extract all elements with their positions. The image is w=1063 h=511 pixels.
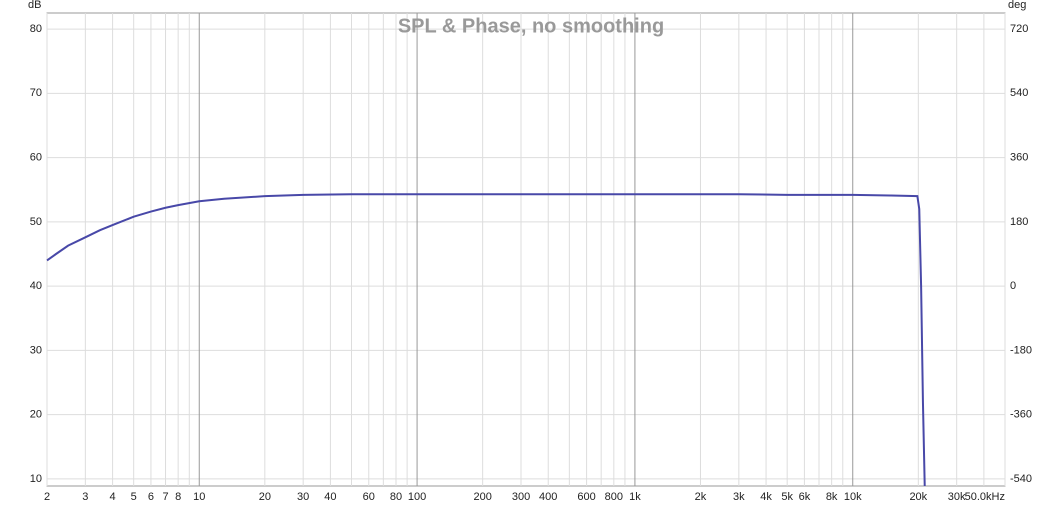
y2-unit: deg	[1008, 0, 1026, 11]
x-tick-label: 8k	[826, 491, 838, 503]
y2-tick-label: -360	[1010, 409, 1032, 421]
x-tick-label: 6k	[799, 491, 811, 503]
y-tick-label: 30	[30, 344, 42, 356]
x-tick-label: 10k	[844, 491, 862, 503]
y-tick-label: 10	[30, 473, 42, 485]
chart-title: SPL & Phase, no smoothing	[398, 15, 664, 37]
x-tick-label: 1k	[629, 491, 641, 503]
y2-tick-label: 0	[1010, 280, 1016, 292]
x-tick-label: 80	[390, 491, 402, 503]
x-tick-label: 20k	[909, 491, 927, 503]
x-tick-label: 30	[297, 491, 309, 503]
x-tick-label: 100	[408, 491, 426, 503]
y-tick-label: 70	[30, 87, 42, 99]
y-tick-label: 40	[30, 280, 42, 292]
x-tick-label: 600	[577, 491, 595, 503]
x-tick-label: 5k	[781, 491, 793, 503]
spl-line	[46, 193, 926, 487]
x-tick-label: 3k	[733, 491, 745, 503]
grid	[46, 13, 1006, 486]
x-tick-label: 30k	[948, 491, 966, 503]
x-tick-label: 400	[539, 491, 557, 503]
y2-tick-label: 180	[1010, 216, 1028, 228]
x-tick-label: 10	[193, 491, 205, 503]
x-tick-label: 50.0kHz	[965, 491, 1005, 503]
x-tick-label: 6	[148, 491, 154, 503]
x-tick-label: 4k	[760, 491, 772, 503]
y-tick-label: 80	[30, 23, 42, 35]
y2-tick-label: -180	[1010, 344, 1032, 356]
x-tick-label: 4	[110, 491, 116, 503]
x-tick-label: 20	[259, 491, 271, 503]
x-tick-label: 2	[44, 491, 50, 503]
y2-tick-label: 360	[1010, 151, 1028, 163]
y-unit: dB	[28, 0, 41, 11]
y-tick-label: 20	[30, 409, 42, 421]
x-tick-label: 5	[131, 491, 137, 503]
x-tick-label: 40	[324, 491, 336, 503]
x-tick-label: 2k	[695, 491, 707, 503]
x-tick-label: 200	[473, 491, 491, 503]
y-tick-label: 60	[30, 152, 42, 164]
y2-tick-label: 720	[1010, 23, 1028, 35]
x-tick-label: 3	[82, 491, 88, 503]
plot-area	[46, 12, 1006, 487]
y2-tick-label: -540	[1010, 473, 1032, 485]
y2-tick-label: 540	[1010, 87, 1028, 99]
x-tick-label: 7	[162, 491, 168, 503]
x-tick-label: 8	[175, 491, 181, 503]
y-tick-label: 50	[30, 216, 42, 228]
x-tick-label: 800	[605, 491, 623, 503]
x-tick-label: 300	[512, 491, 530, 503]
x-tick-label: 60	[363, 491, 375, 503]
